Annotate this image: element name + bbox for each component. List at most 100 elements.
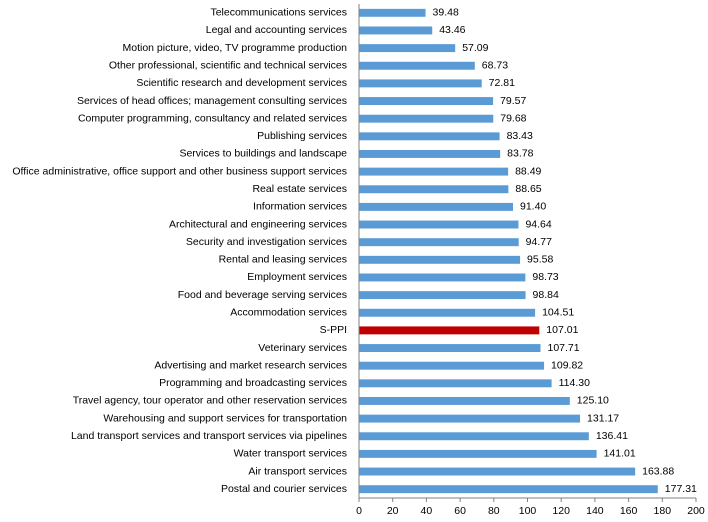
value-label: 94.64 (525, 218, 551, 230)
x-tick-label: 20 (387, 505, 399, 517)
value-label: 94.77 (526, 236, 552, 248)
value-label: 95.58 (527, 254, 553, 266)
category-label: Scientific research and development serv… (136, 77, 347, 89)
bar (359, 449, 597, 458)
category-label: Veterinary services (258, 342, 347, 354)
bar (359, 167, 509, 176)
value-label: 79.68 (500, 112, 526, 124)
x-tick-label: 160 (620, 505, 638, 517)
bar (359, 97, 494, 106)
category-label: Land transport services and transport se… (71, 430, 347, 442)
category-label: Water transport services (234, 448, 347, 460)
category-label: Travel agency, tour operator and other r… (73, 395, 347, 407)
x-tick-label: 100 (519, 505, 537, 517)
bar (359, 132, 500, 141)
category-label: Computer programming, consultancy and re… (78, 112, 347, 124)
bar (359, 326, 540, 335)
x-tick-label: 60 (454, 505, 466, 517)
value-label: 141.01 (604, 448, 636, 460)
bar (359, 185, 509, 194)
bar (359, 238, 519, 247)
category-label: Publishing services (257, 130, 347, 142)
bar (359, 202, 514, 211)
x-tick-label: 120 (552, 505, 570, 517)
category-label: Air transport services (248, 465, 347, 477)
value-label: 136.41 (596, 430, 628, 442)
category-label: Postal and courier services (221, 483, 347, 495)
category-label: Rental and leasing services (219, 254, 347, 266)
category-label: S-PPI (320, 324, 347, 336)
value-label: 39.48 (433, 7, 459, 19)
bar (359, 220, 519, 229)
value-label: 68.73 (482, 60, 508, 72)
bar (359, 114, 494, 123)
x-tick-label: 40 (421, 505, 433, 517)
bar (359, 26, 433, 35)
bar (359, 485, 658, 494)
x-tick-label: 0 (356, 505, 362, 517)
value-label: 125.10 (577, 395, 609, 407)
value-label: 88.49 (515, 165, 541, 177)
bar (359, 308, 536, 317)
bar (359, 149, 501, 158)
category-label: Architectural and engineering services (169, 218, 347, 230)
bar (359, 8, 426, 17)
category-label: Information services (253, 201, 347, 213)
value-label: 114.30 (559, 377, 590, 389)
bar (359, 291, 526, 300)
bar (359, 396, 570, 405)
category-label: Advertising and market research services (154, 359, 347, 371)
x-axis-ticks: 0 20 40 60 80 100 120 140 160 180 200 (356, 498, 705, 517)
value-label: 91.40 (520, 201, 546, 213)
bar (359, 379, 552, 388)
bar (359, 361, 545, 370)
category-label: Telecommunications services (210, 7, 347, 19)
value-label: 88.65 (515, 183, 541, 195)
value-label: 177.31 (665, 483, 697, 495)
category-label: Services of head offices; management con… (77, 95, 347, 107)
value-labels: 39.48 43.46 57.09 68.73 72.81 79.57 79.68 83.43… (433, 7, 698, 495)
category-label: Accommodation services (230, 307, 347, 319)
x-tick-label: 140 (586, 505, 604, 517)
category-label: Warehousing and support services for tra… (103, 412, 347, 424)
value-label: 98.84 (533, 289, 559, 301)
value-label: 83.43 (507, 130, 533, 142)
bar (359, 61, 475, 70)
value-label: 83.78 (507, 148, 533, 160)
category-label: Food and beverage serving services (178, 289, 347, 301)
x-tick-label: 80 (488, 505, 500, 517)
category-label: Other professional, scientific and techn… (109, 60, 347, 72)
bars (359, 8, 658, 494)
category-label: Office administrative, office support an… (12, 165, 347, 177)
bar (359, 414, 581, 423)
value-label: 163.88 (642, 465, 674, 477)
value-label: 107.71 (547, 342, 579, 354)
bar (359, 44, 456, 53)
value-label: 79.57 (500, 95, 526, 107)
bar (359, 467, 636, 476)
bar (359, 79, 482, 88)
value-label: 72.81 (489, 77, 515, 89)
category-label: Programming and broadcasting services (159, 377, 347, 389)
bar (359, 344, 541, 353)
category-labels: Telecommunications services Legal and acc… (12, 7, 347, 495)
value-label: 131.17 (587, 412, 619, 424)
x-tick-label: 200 (687, 505, 705, 517)
value-label: 43.46 (439, 24, 465, 36)
value-label: 57.09 (462, 42, 488, 54)
bar (359, 255, 521, 264)
x-tick-label: 180 (654, 505, 672, 517)
category-label: Employment services (247, 271, 347, 283)
bar (359, 432, 589, 441)
value-label: 109.82 (551, 359, 583, 371)
value-label: 98.73 (532, 271, 558, 283)
category-label: Legal and accounting services (206, 24, 347, 36)
category-label: Motion picture, video, TV programme prod… (123, 42, 348, 54)
category-label: Services to buildings and landscape (179, 148, 347, 160)
bar (359, 273, 526, 282)
category-label: Real estate services (252, 183, 347, 195)
value-label: 107.01 (546, 324, 578, 336)
value-label: 104.51 (542, 307, 574, 319)
category-label: Security and investigation services (186, 236, 347, 248)
